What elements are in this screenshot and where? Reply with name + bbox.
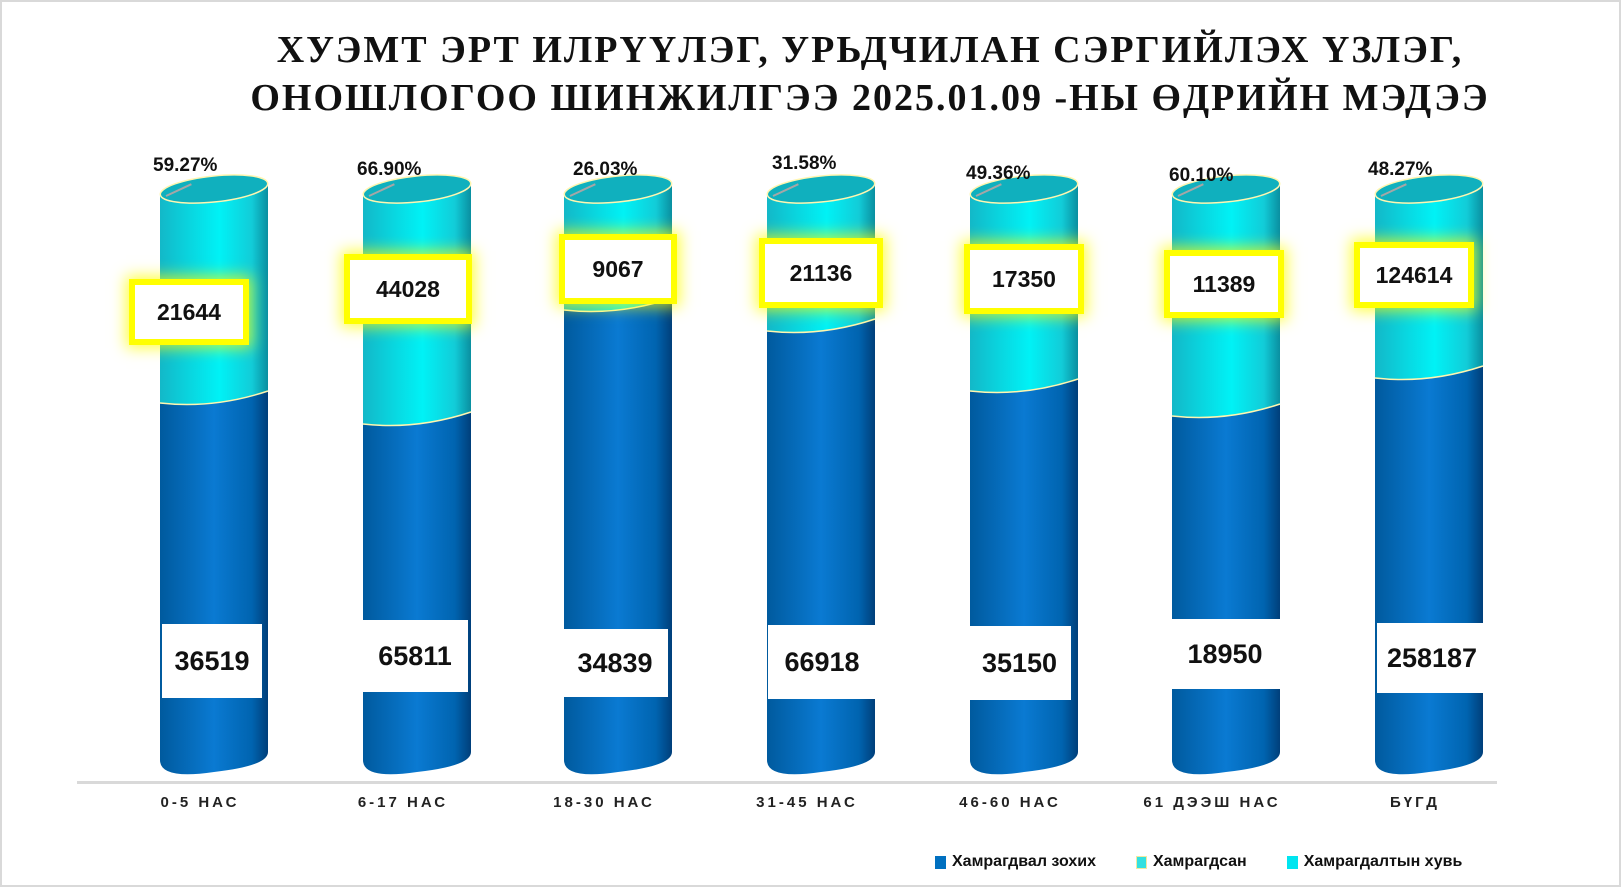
chart-title: ХУЭМТ ЭРТ ИЛРҮҮЛЭГ, УРЬДЧИЛАН СЭРГИЙЛЭХ … — [200, 26, 1540, 122]
percent-label: 66.90% — [357, 159, 422, 180]
eligible-segment — [160, 391, 268, 775]
legend-swatch-percent — [1286, 855, 1298, 869]
eligible-segment — [363, 412, 471, 775]
covered-value-label: 17350 — [970, 250, 1078, 308]
eligible-value-label: 65811 — [362, 620, 468, 692]
split-line — [362, 411, 472, 427]
split-line — [969, 378, 1079, 394]
eligible-value-label: 34839 — [562, 629, 668, 697]
eligible-segment — [1172, 404, 1280, 775]
percent-label: 26.03% — [573, 159, 638, 180]
percent-label: 48.27% — [1368, 159, 1433, 180]
eligible-value-label: 66918 — [768, 625, 876, 699]
covered-value-label: 21136 — [765, 244, 877, 302]
x-axis-category-label: 6-17 НАС — [357, 794, 449, 811]
split-line — [159, 390, 269, 406]
eligible-value-label: 36519 — [162, 624, 262, 698]
cylinder-top — [969, 174, 1079, 204]
x-axis-line — [77, 781, 1497, 784]
legend-label: Хамрагдалтын хувь — [1303, 853, 1463, 870]
cylinder-top — [1171, 174, 1281, 204]
split-line — [1171, 403, 1281, 419]
eligible-value-label: 18950 — [1170, 619, 1280, 689]
covered-value-label: 44028 — [350, 260, 466, 318]
x-axis-category-label: 18-30 НАС — [553, 794, 655, 811]
x-axis-category-label: 31-45 НАС — [756, 794, 858, 811]
percent-label: 49.36% — [966, 163, 1031, 184]
split-line — [766, 318, 876, 334]
legend-label: Хамрагдсан — [1152, 853, 1247, 870]
legend-item-percent: Хамрагдалтын хувь — [1286, 853, 1463, 871]
eligible-value-label: 258187 — [1377, 623, 1487, 693]
x-axis-category-label: 61 ДЭЭШ НАС — [1143, 794, 1281, 811]
eligible-segment — [970, 379, 1078, 775]
cylinder-top — [1374, 174, 1484, 204]
cylinder-top — [159, 174, 269, 204]
legend-label: Хамрагдвал зохих — [952, 853, 1096, 870]
title-line-1: ХУЭМТ ЭРТ ИЛРҮҮЛЭГ, УРЬДЧИЛАН СЭРГИЙЛЭХ … — [276, 29, 1464, 71]
cylinder-top — [362, 174, 472, 204]
split-line — [563, 297, 673, 313]
cylinder-top — [563, 174, 673, 204]
eligible-segment — [564, 298, 672, 775]
covered-value-label: 124614 — [1360, 248, 1468, 302]
legend-item-eligible: Хамрагдвал зохих — [935, 853, 1096, 871]
legend-swatch-covered — [1135, 855, 1147, 869]
percent-label: 31.58% — [772, 153, 837, 174]
cylinder-top — [766, 174, 876, 204]
eligible-segment — [1375, 366, 1483, 775]
legend-item-covered: Хамрагдсан — [1135, 853, 1247, 871]
title-line-2: ОНОШЛОГОО ШИНЖИЛГЭЭ 2025.01.09 -НЫ ӨДРИЙ… — [250, 77, 1490, 119]
eligible-value-label: 35150 — [968, 626, 1071, 700]
covered-value-label: 9067 — [565, 240, 671, 298]
x-axis-category-label: 46-60 НАС — [959, 794, 1061, 811]
legend-swatch-eligible — [935, 855, 946, 869]
covered-value-label: 21644 — [135, 285, 243, 339]
percent-label: 59.27% — [153, 155, 218, 176]
eligible-segment — [767, 319, 875, 775]
legend: Хамрагдвал зохих Хамрагдсан Хамрагдалтын… — [935, 853, 1462, 871]
percent-label: 60.10% — [1169, 165, 1234, 186]
x-axis-category-label: 0-5 НАС — [160, 794, 240, 811]
split-line — [1374, 365, 1484, 381]
covered-value-label: 11389 — [1170, 256, 1278, 312]
x-axis-category-label: БҮГД — [1390, 794, 1440, 811]
